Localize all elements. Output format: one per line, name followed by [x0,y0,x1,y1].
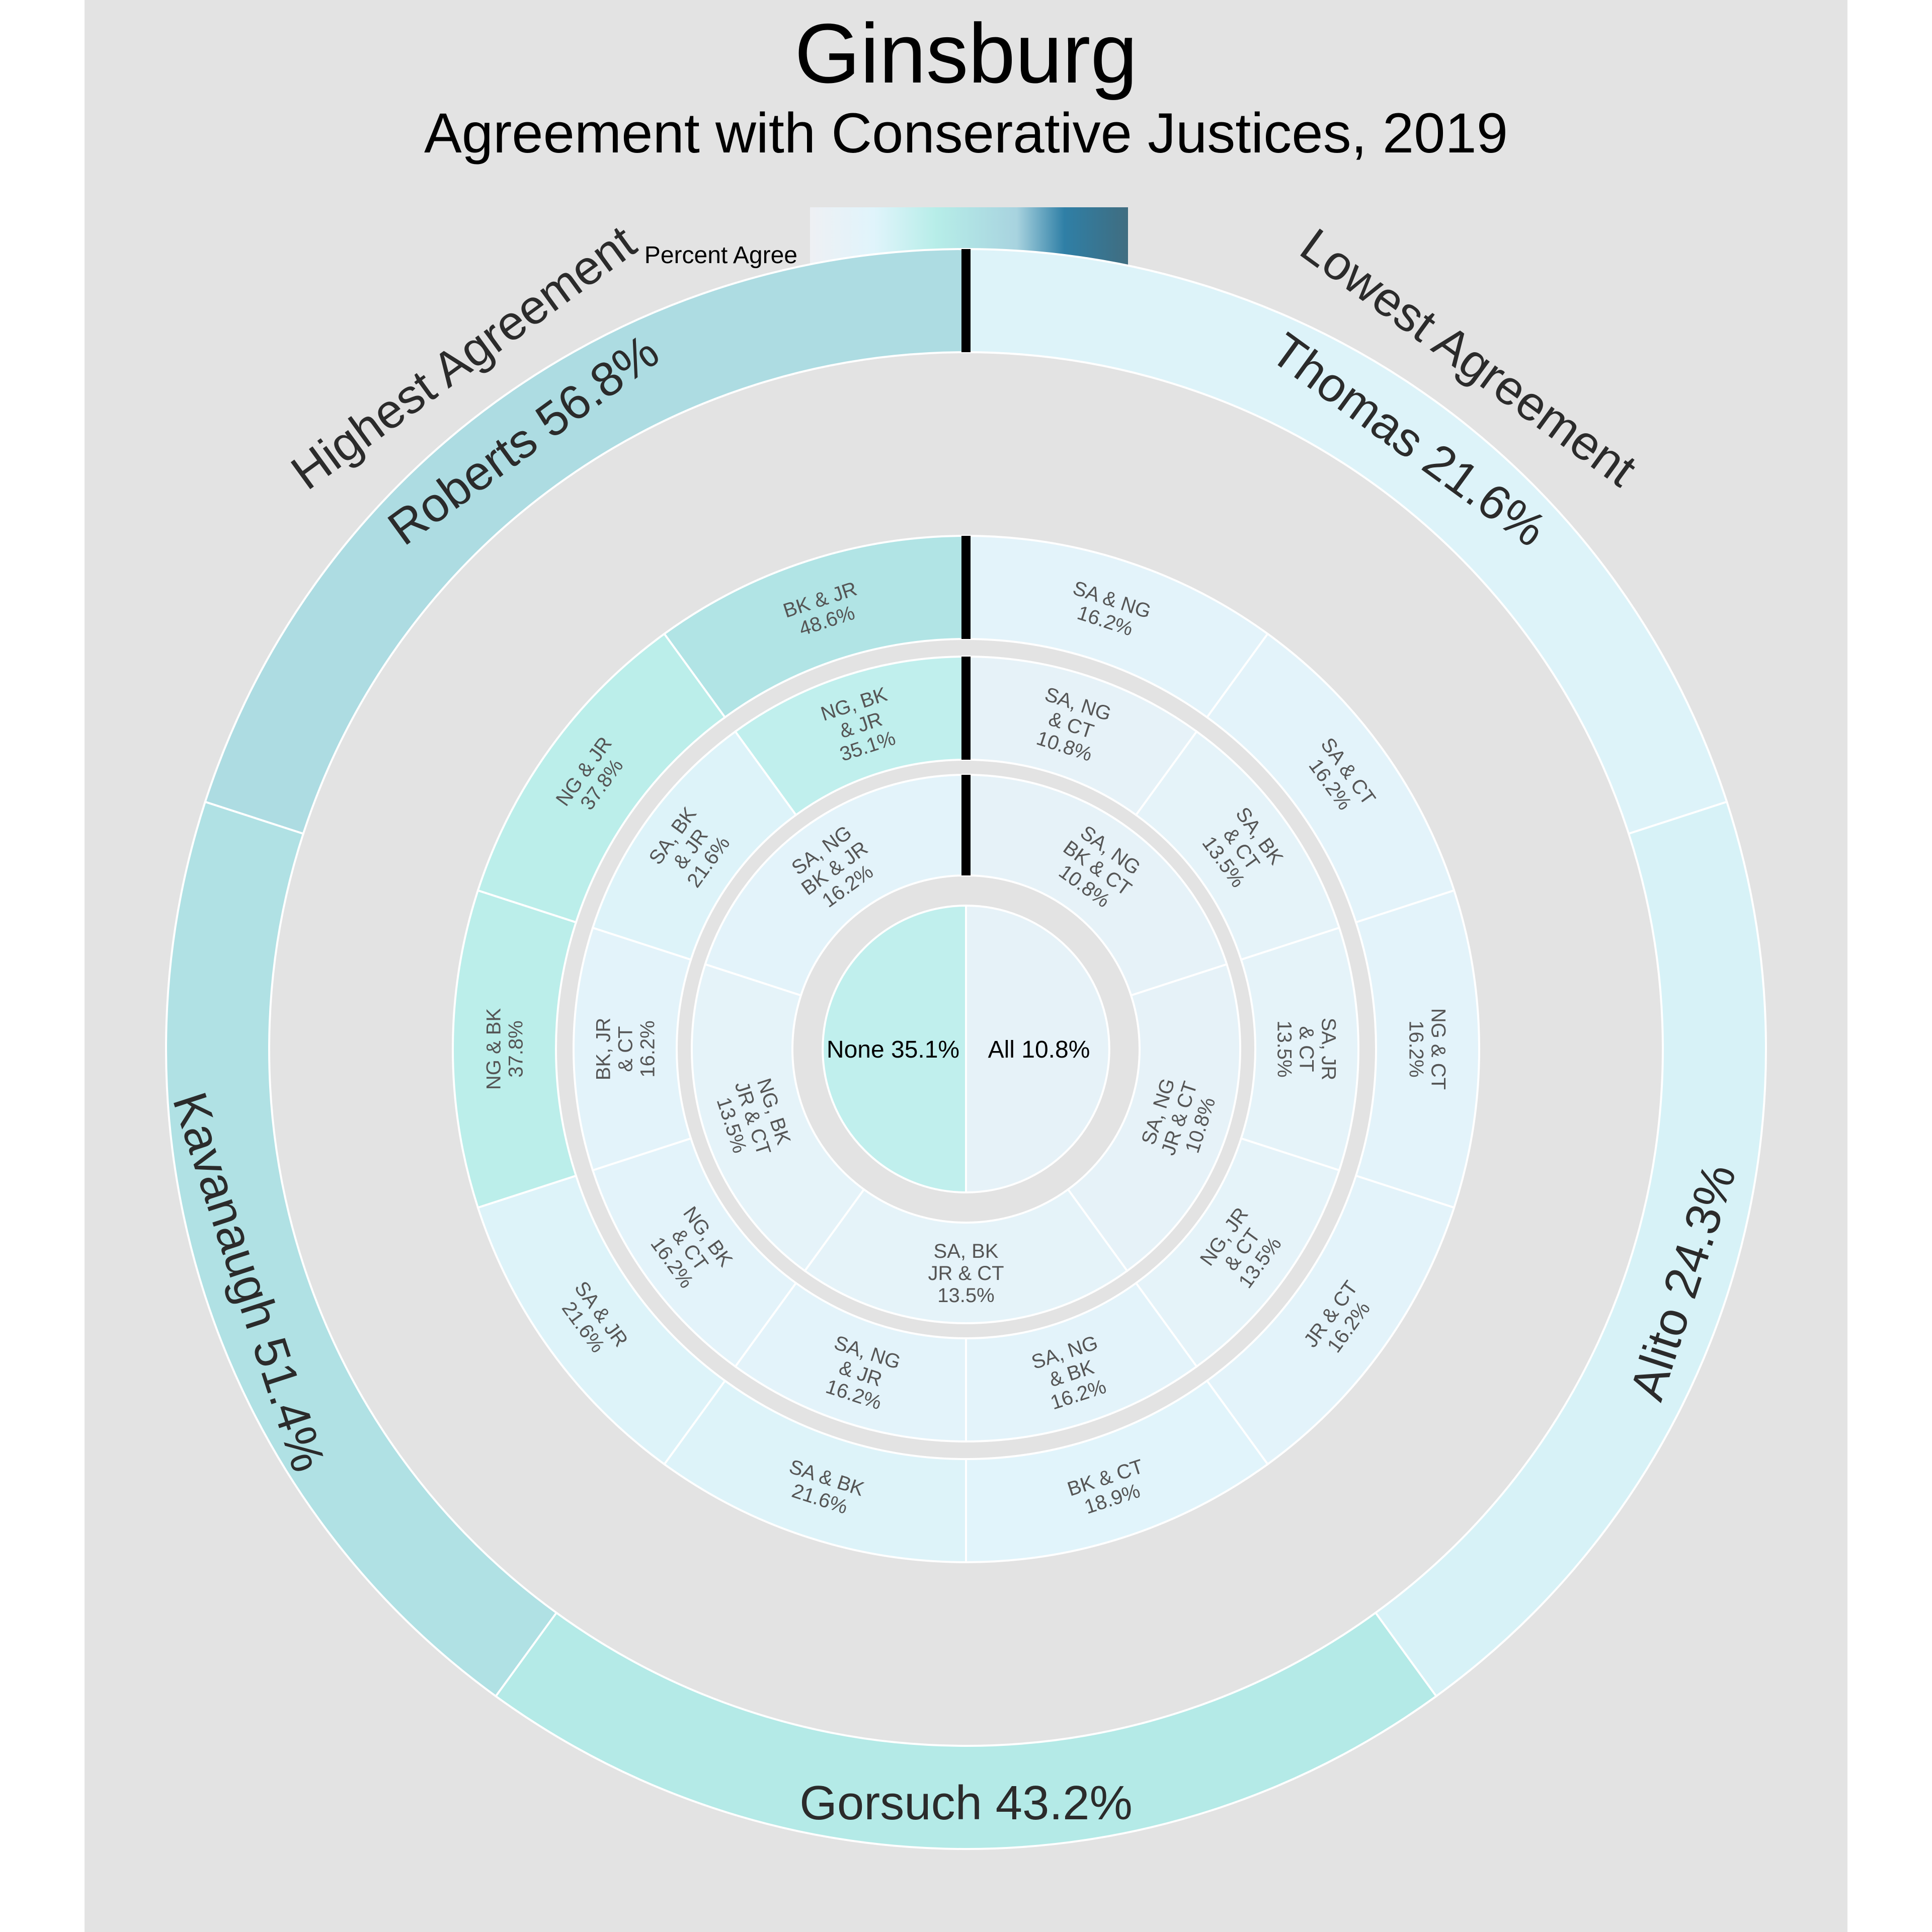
justice-segment-label: Gorsuch 43.2% [799,1776,1133,1830]
chart-subtitle: Agreement with Conserative Justices, 201… [424,102,1508,165]
ring-segment [1066,963,1242,1272]
ring-segment-label: NG & CT16.2% [1405,1008,1450,1090]
ring-segment [965,773,1228,997]
ring-segment [690,963,866,1272]
ring-segment-label: SA, JR& CT13.5% [1273,1018,1340,1080]
center-wedge-all [965,904,1110,1194]
ring-segment-label: SA, NGBK & CT10.8% [1046,819,1148,918]
center-wedge-none [822,904,967,1194]
justice-segment [965,248,1728,835]
ring-segment-label: NG & BK37.8% [483,1008,527,1090]
chart-title: Ginsburg [794,6,1138,101]
ring-segment [803,1188,1129,1324]
ring-segment [704,773,967,997]
ring-segment-label: BK, JR& CT16.2% [593,1018,659,1080]
legend-title: Percent Agree [644,242,797,269]
ring-segment-label: SA, BK JR & CT 13.5% [928,1240,1004,1307]
ring-segment-label: SA, NG& CT10.8% [1028,683,1114,767]
center-label-none: None 35.1% [827,1036,959,1063]
center-label-all: All 10.8% [988,1036,1090,1063]
